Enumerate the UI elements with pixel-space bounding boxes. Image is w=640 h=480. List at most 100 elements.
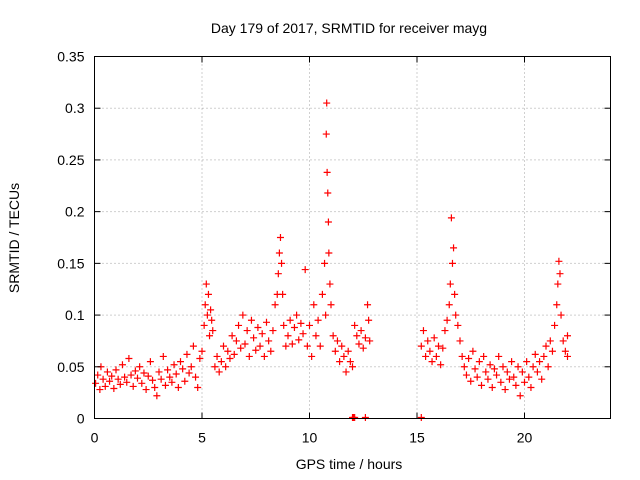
data-point xyxy=(342,368,350,376)
data-point xyxy=(230,350,238,358)
data-point xyxy=(129,382,137,390)
data-point xyxy=(447,214,455,222)
data-point xyxy=(200,321,208,329)
data-point xyxy=(282,342,290,350)
data-point xyxy=(142,386,150,394)
data-point xyxy=(323,99,331,107)
data-point xyxy=(146,358,154,366)
y-tick-label: 0.05 xyxy=(57,359,84,375)
data-point xyxy=(435,342,442,350)
data-point xyxy=(168,378,176,386)
data-point xyxy=(252,346,260,354)
data-point xyxy=(110,385,118,393)
data-point xyxy=(475,358,483,366)
data-point xyxy=(351,321,359,329)
data-point xyxy=(297,319,305,327)
data-point xyxy=(465,355,473,363)
data-point xyxy=(127,371,135,379)
data-point xyxy=(422,352,430,360)
data-point xyxy=(548,347,556,355)
data-point xyxy=(486,361,494,369)
data-point xyxy=(361,334,369,342)
data-point xyxy=(451,290,459,298)
data-point xyxy=(344,347,352,355)
data-point xyxy=(96,386,104,394)
y-tick-label: 0.25 xyxy=(57,152,84,168)
data-point xyxy=(458,352,466,360)
data-point xyxy=(469,347,477,355)
data-point xyxy=(239,311,247,319)
data-point xyxy=(454,321,462,329)
data-point xyxy=(208,316,216,324)
data-point xyxy=(254,323,262,331)
data-point xyxy=(247,316,255,324)
data-point xyxy=(349,363,356,371)
data-point xyxy=(189,342,197,350)
y-tick-label: 0.15 xyxy=(57,255,84,271)
data-point xyxy=(306,321,313,329)
data-point xyxy=(521,378,528,386)
y-axis-label: SRMTID / TECUs xyxy=(6,183,22,293)
data-point xyxy=(201,301,209,309)
data-point xyxy=(179,365,187,373)
data-point xyxy=(480,352,488,360)
data-point xyxy=(267,347,275,355)
data-point xyxy=(516,392,524,400)
data-point xyxy=(123,378,131,386)
data-point xyxy=(538,375,546,383)
data-point xyxy=(456,337,464,345)
data-point xyxy=(473,373,481,381)
data-point xyxy=(329,332,337,340)
data-point xyxy=(531,350,539,358)
data-point xyxy=(437,361,445,369)
data-point xyxy=(471,365,479,373)
data-point xyxy=(564,352,571,360)
data-point xyxy=(295,336,303,344)
data-point xyxy=(209,327,217,335)
data-point xyxy=(441,327,449,335)
data-point xyxy=(275,249,283,257)
data-points xyxy=(92,99,571,421)
data-point xyxy=(183,350,191,358)
data-point xyxy=(417,413,425,421)
data-point xyxy=(321,259,329,267)
data-point xyxy=(312,332,320,340)
data-point xyxy=(271,301,279,309)
data-point xyxy=(274,270,282,278)
data-point xyxy=(99,375,107,383)
data-point xyxy=(499,363,507,371)
data-point xyxy=(198,347,206,355)
data-point xyxy=(326,280,334,288)
data-point xyxy=(430,334,438,342)
data-point xyxy=(310,301,318,309)
data-point xyxy=(525,373,533,381)
data-point xyxy=(540,352,548,360)
data-point xyxy=(250,334,258,342)
data-point xyxy=(484,375,492,383)
data-point xyxy=(92,379,100,387)
data-point xyxy=(366,337,374,345)
data-point xyxy=(542,342,550,350)
data-point xyxy=(467,377,475,385)
data-point xyxy=(432,352,440,360)
data-point xyxy=(523,358,531,366)
data-point xyxy=(462,371,470,379)
data-point xyxy=(555,257,563,265)
data-point xyxy=(508,358,516,366)
data-point xyxy=(224,347,232,355)
data-point xyxy=(174,383,182,391)
data-point xyxy=(202,280,210,288)
data-point xyxy=(243,327,251,335)
data-point xyxy=(510,373,518,381)
data-point xyxy=(553,301,561,309)
y-tick-label: 0.2 xyxy=(65,204,85,220)
data-point xyxy=(518,368,526,376)
data-point xyxy=(131,367,139,375)
data-point xyxy=(443,316,451,324)
data-point xyxy=(357,327,365,335)
data-point xyxy=(529,363,537,371)
data-point xyxy=(365,316,373,324)
data-point xyxy=(503,368,511,376)
data-point xyxy=(290,323,298,331)
